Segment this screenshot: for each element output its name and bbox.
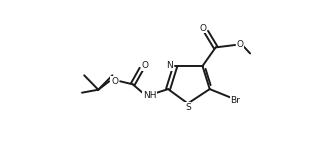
Text: S: S: [185, 103, 191, 112]
Text: N: N: [167, 61, 173, 70]
Text: O: O: [111, 77, 118, 86]
Text: Br: Br: [230, 96, 240, 105]
Text: NH: NH: [143, 91, 157, 100]
Text: O: O: [200, 24, 207, 33]
Text: O: O: [237, 40, 244, 49]
Text: O: O: [142, 61, 149, 70]
